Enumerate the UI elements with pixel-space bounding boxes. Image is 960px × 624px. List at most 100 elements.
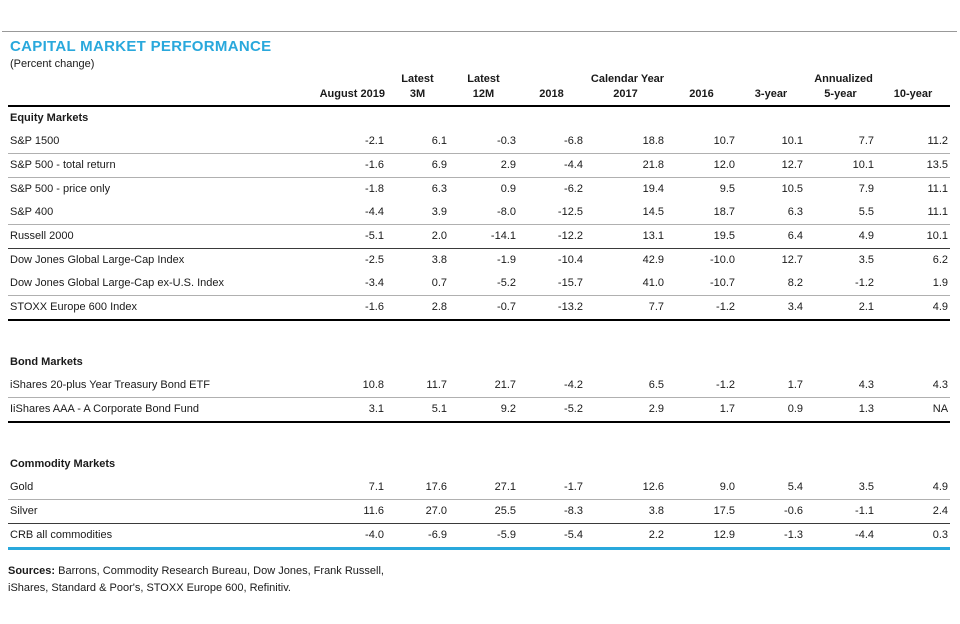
column-header-10-year: 10-year xyxy=(876,87,951,107)
value-cell: -10.0 xyxy=(709,254,736,266)
row-label: iShares 20-plus Year Treasury Bond ETF xyxy=(8,374,298,398)
group-header-latest-3m: Latest xyxy=(401,73,434,85)
value-cell: -6.8 xyxy=(518,130,585,154)
sources-text-1: Barrons, Commodity Research Bureau, Dow … xyxy=(55,565,384,577)
value-cell: 10.8 xyxy=(298,374,386,398)
value-cell: 17.6 xyxy=(386,476,449,500)
value-cell: -0.7 xyxy=(449,295,518,321)
value-cell: 7.7 xyxy=(585,295,666,321)
value-cell: -0.3 xyxy=(449,130,518,154)
value-cell: 2.1 xyxy=(805,295,877,321)
sources-footer: Sources: Barrons, Commodity Research Bur… xyxy=(8,563,960,597)
value-cell: -5.2 xyxy=(518,397,585,423)
value-cell: 7.9 xyxy=(858,183,875,195)
value-cell: NA xyxy=(876,397,951,423)
value-cell: 12.0 xyxy=(666,153,738,178)
value-cell: 10.7 xyxy=(666,130,738,154)
section-label: Commodity Markets xyxy=(10,458,116,470)
value-cell: 1.7 xyxy=(737,374,806,398)
column-header-2017: 2017 xyxy=(585,87,666,107)
value-cell: -4.4 xyxy=(298,201,386,225)
value-cell: 2.4 xyxy=(876,499,951,524)
page-subtitle: (Percent change) xyxy=(10,58,95,70)
value-cell: -10.4 xyxy=(557,254,583,266)
value-cell: 3.8 xyxy=(585,499,666,524)
row-label: Dow Jones Global Large-Cap ex-U.S. Index xyxy=(8,272,298,296)
section-label-row: Bond Markets xyxy=(8,320,950,374)
value-cell: -8.3 xyxy=(518,499,585,524)
table-row: CRB all commodities -4.0 -6.9 -5.9 -5.4 2.2 12… xyxy=(8,523,951,550)
value-cell: -1.3 xyxy=(737,523,806,550)
group-header-annualized: Annualized xyxy=(814,73,873,85)
value-cell: 3.5 xyxy=(858,254,875,266)
column-header-2018: 2018 xyxy=(518,87,585,107)
table-row: S&P 1500 -2.1 6.1 -0.3 -6.8 18.8 10.7 10.1 7.7 11… xyxy=(8,130,951,154)
value-cell: 1.3 xyxy=(805,397,877,423)
table-row: Dow Jones Global Large-Cap Index -2.5 3.8 -… xyxy=(8,249,950,273)
value-cell: -13.2 xyxy=(518,295,585,321)
value-cell: -1.6 xyxy=(298,295,386,321)
value-cell: 7.7 xyxy=(805,130,877,154)
table-row: IiShares AAA - A Corporate Bond Fund 3.1 5… xyxy=(8,397,951,423)
value-cell: 7.1 xyxy=(298,476,386,500)
value-cell: -4.0 xyxy=(298,523,386,550)
table-row: S&P 400 -4.4 3.9 -8.0 -12.5 14.5 18.7 6.3 5.5 11.… xyxy=(8,201,951,225)
table-row: S&P 500 - total return -1.6 6.9 2.9 -4.4 21.8… xyxy=(8,153,951,178)
table-header: Latest Latest Calendar Year Annualized A… xyxy=(8,72,951,107)
column-header-august-2019: August 2019 xyxy=(298,87,386,107)
value-cell: 2.9 xyxy=(585,397,666,423)
row-label: S&P 500 - price only xyxy=(10,183,111,195)
value-cell: 21.7 xyxy=(449,374,518,398)
value-cell: -15.7 xyxy=(518,272,585,296)
value-cell: 10.5 xyxy=(781,183,804,195)
table-row: iShares 20-plus Year Treasury Bond ETF 10… xyxy=(8,374,951,398)
value-cell: 5.5 xyxy=(805,201,877,225)
value-cell: 11.1 xyxy=(876,201,951,225)
value-cell: 3.8 xyxy=(431,254,447,266)
value-cell: 6.9 xyxy=(386,153,449,178)
sources-line-1: Sources: Barrons, Commodity Research Bur… xyxy=(8,563,960,580)
value-cell: 0.9 xyxy=(500,183,516,195)
value-cell: 3.5 xyxy=(805,476,877,500)
value-cell: 12.7 xyxy=(737,153,806,178)
group-header-calendar-year: Calendar Year xyxy=(590,73,665,85)
value-cell: 9.2 xyxy=(449,397,518,423)
value-cell: -0.6 xyxy=(737,499,806,524)
row-label: Russell 2000 xyxy=(8,224,298,249)
value-cell: 42.9 xyxy=(642,254,664,266)
sources-text-2: iShares, Standard & Poor's, STOXX Europe… xyxy=(8,582,291,594)
value-cell: 10.1 xyxy=(737,130,806,154)
section-label: Equity Markets xyxy=(10,112,89,124)
value-cell: -10.7 xyxy=(666,272,738,296)
value-cell: 12.7 xyxy=(781,254,804,266)
value-cell: -14.1 xyxy=(449,224,518,249)
column-header-row: August 2019 3M 12M 2018 2017 2016 3-year… xyxy=(8,87,951,107)
value-cell: 5.4 xyxy=(737,476,806,500)
column-header-2016: 2016 xyxy=(666,87,738,107)
row-label: S&P 1500 xyxy=(8,130,298,154)
value-cell: -5.1 xyxy=(298,224,386,249)
value-cell: 5.1 xyxy=(386,397,449,423)
value-cell: -4.2 xyxy=(518,374,585,398)
value-cell: 4.9 xyxy=(805,224,877,249)
value-cell: 4.9 xyxy=(876,476,951,500)
value-cell: 27.0 xyxy=(386,499,449,524)
value-cell: 3.4 xyxy=(737,295,806,321)
table-row: S&P 500 - price only -1.8 6.3 0.9 -6.2 19.4 9.… xyxy=(8,178,950,202)
value-cell: 6.1 xyxy=(386,130,449,154)
value-cell: 1.7 xyxy=(666,397,738,423)
value-cell: 8.2 xyxy=(737,272,806,296)
header-spacer xyxy=(298,72,386,87)
value-cell: 13.5 xyxy=(876,153,951,178)
row-label: S&P 400 xyxy=(8,201,298,225)
value-cell: 14.5 xyxy=(585,201,666,225)
group-header-row: Latest Latest Calendar Year Annualized xyxy=(8,72,950,87)
value-cell: -4.4 xyxy=(805,523,877,550)
value-cell: 18.8 xyxy=(585,130,666,154)
value-cell: 2.0 xyxy=(386,224,449,249)
value-cell: -8.0 xyxy=(449,201,518,225)
table-row: Dow Jones Global Large-Cap ex-U.S. Index… xyxy=(8,272,951,296)
value-cell: 3.9 xyxy=(386,201,449,225)
value-cell: 10.1 xyxy=(805,153,877,178)
